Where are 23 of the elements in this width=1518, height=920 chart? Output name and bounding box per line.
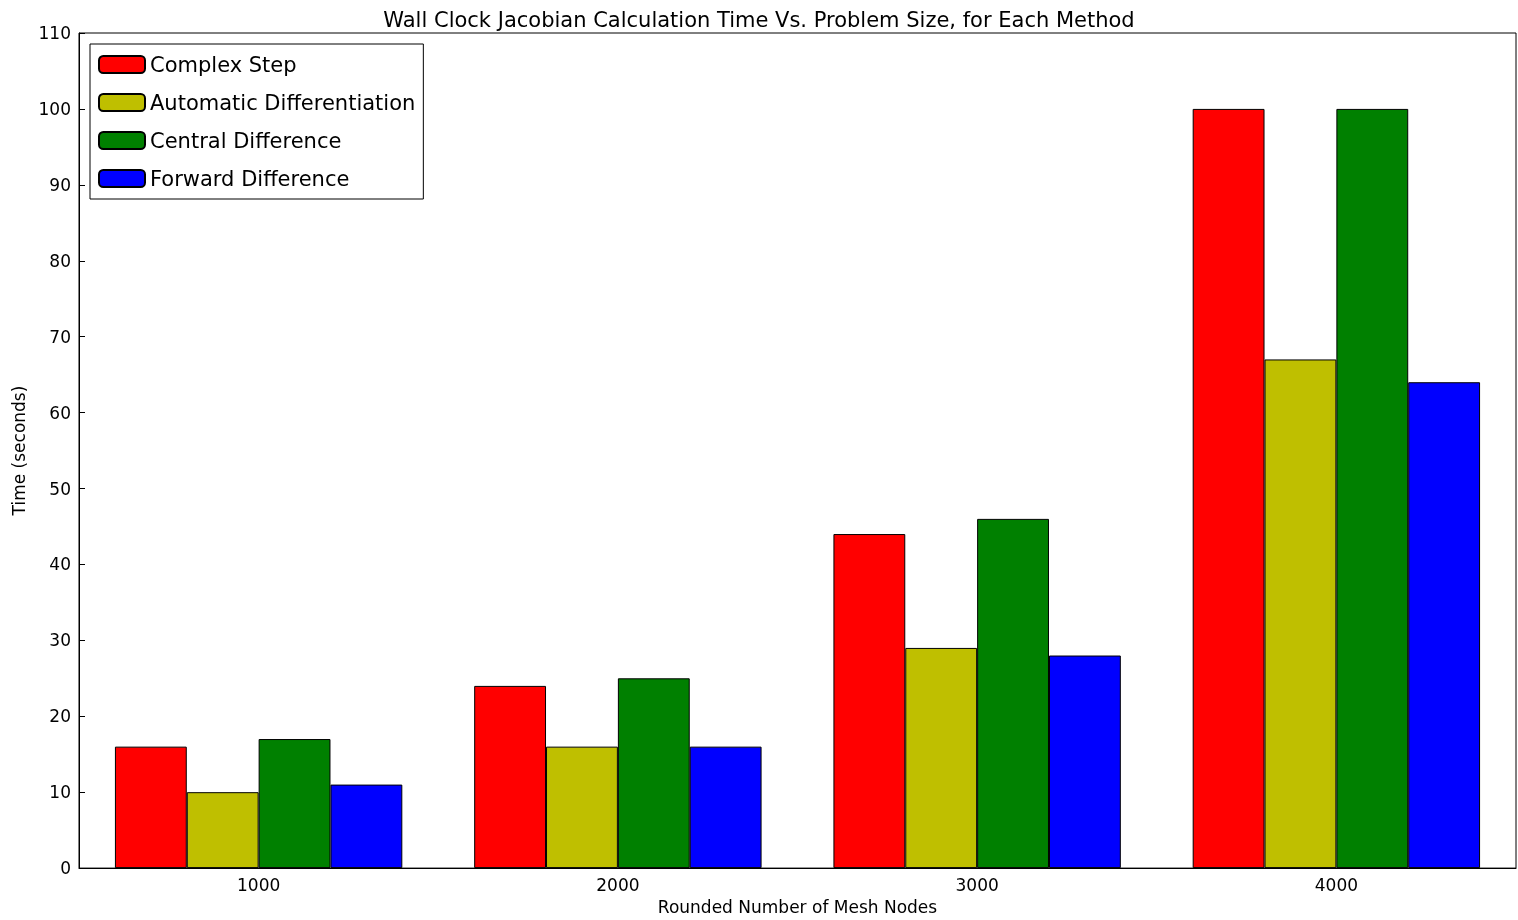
chart-title: Wall Clock Jacobian Calculation Time Vs. Problem Size, for Each Method	[383, 7, 1135, 32]
x-tick-label: 1000	[236, 874, 281, 895]
y-tick-label: 70	[49, 326, 71, 347]
y-tick-label: 40	[49, 554, 71, 575]
y-tick-label: 50	[49, 478, 71, 499]
y-tick-label: 90	[49, 174, 71, 195]
legend-label: Central Difference	[150, 128, 342, 153]
legend-label: Complex Step	[150, 52, 297, 77]
x-tick-label: 2000	[596, 874, 640, 895]
y-tick-label: 30	[49, 630, 71, 651]
y-tick-label: 110	[38, 23, 71, 43]
y-tick-label: 20	[49, 706, 71, 727]
y-axis-title: Time (seconds)	[8, 385, 29, 517]
x-axis-title: Rounded Number of Mesh Nodes	[657, 896, 938, 917]
legend-label: Automatic Differentiation	[150, 90, 416, 115]
y-tick-label: 100	[38, 98, 71, 119]
x-tick-label: 4000	[1314, 874, 1359, 895]
y-tick-label: 80	[49, 250, 71, 271]
y-tick-label: 0	[60, 858, 71, 879]
legend-label: Forward Difference	[150, 166, 350, 191]
x-tick-label: 3000	[955, 874, 999, 895]
y-tick-label: 60	[49, 402, 71, 423]
y-tick-label: 10	[49, 782, 71, 803]
